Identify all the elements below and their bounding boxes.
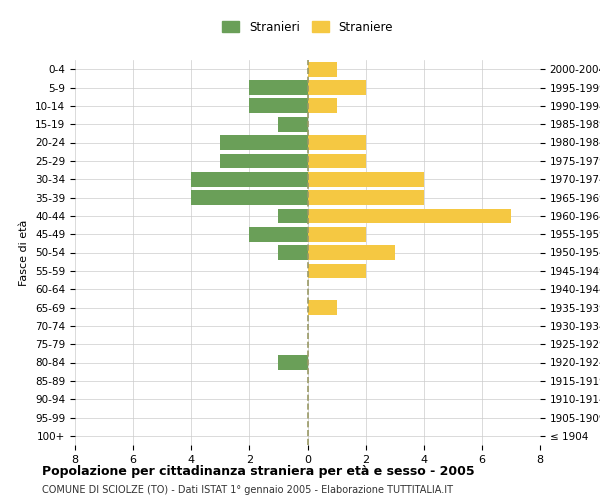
Bar bbox=[278, 355, 308, 370]
Bar bbox=[308, 300, 337, 315]
Bar bbox=[308, 190, 424, 205]
Bar bbox=[220, 154, 308, 168]
Bar bbox=[308, 80, 365, 95]
Bar bbox=[308, 264, 365, 278]
Bar bbox=[250, 80, 308, 95]
Bar bbox=[308, 154, 365, 168]
Bar bbox=[308, 62, 337, 76]
Bar bbox=[250, 98, 308, 113]
Text: Popolazione per cittadinanza straniera per età e sesso - 2005: Popolazione per cittadinanza straniera p… bbox=[42, 465, 475, 478]
Bar bbox=[278, 117, 308, 132]
Y-axis label: Fasce di età: Fasce di età bbox=[19, 220, 29, 286]
Legend: Stranieri, Straniere: Stranieri, Straniere bbox=[217, 16, 398, 38]
Bar bbox=[308, 98, 337, 113]
Bar bbox=[308, 172, 424, 186]
Bar bbox=[191, 190, 308, 205]
Bar bbox=[278, 208, 308, 223]
Bar bbox=[308, 208, 511, 223]
Text: COMUNE DI SCIOLZE (TO) - Dati ISTAT 1° gennaio 2005 - Elaborazione TUTTITALIA.IT: COMUNE DI SCIOLZE (TO) - Dati ISTAT 1° g… bbox=[42, 485, 453, 495]
Bar bbox=[308, 135, 365, 150]
Bar bbox=[308, 245, 395, 260]
Bar bbox=[220, 135, 308, 150]
Bar bbox=[250, 227, 308, 242]
Bar bbox=[308, 227, 365, 242]
Bar bbox=[278, 245, 308, 260]
Bar bbox=[191, 172, 308, 186]
